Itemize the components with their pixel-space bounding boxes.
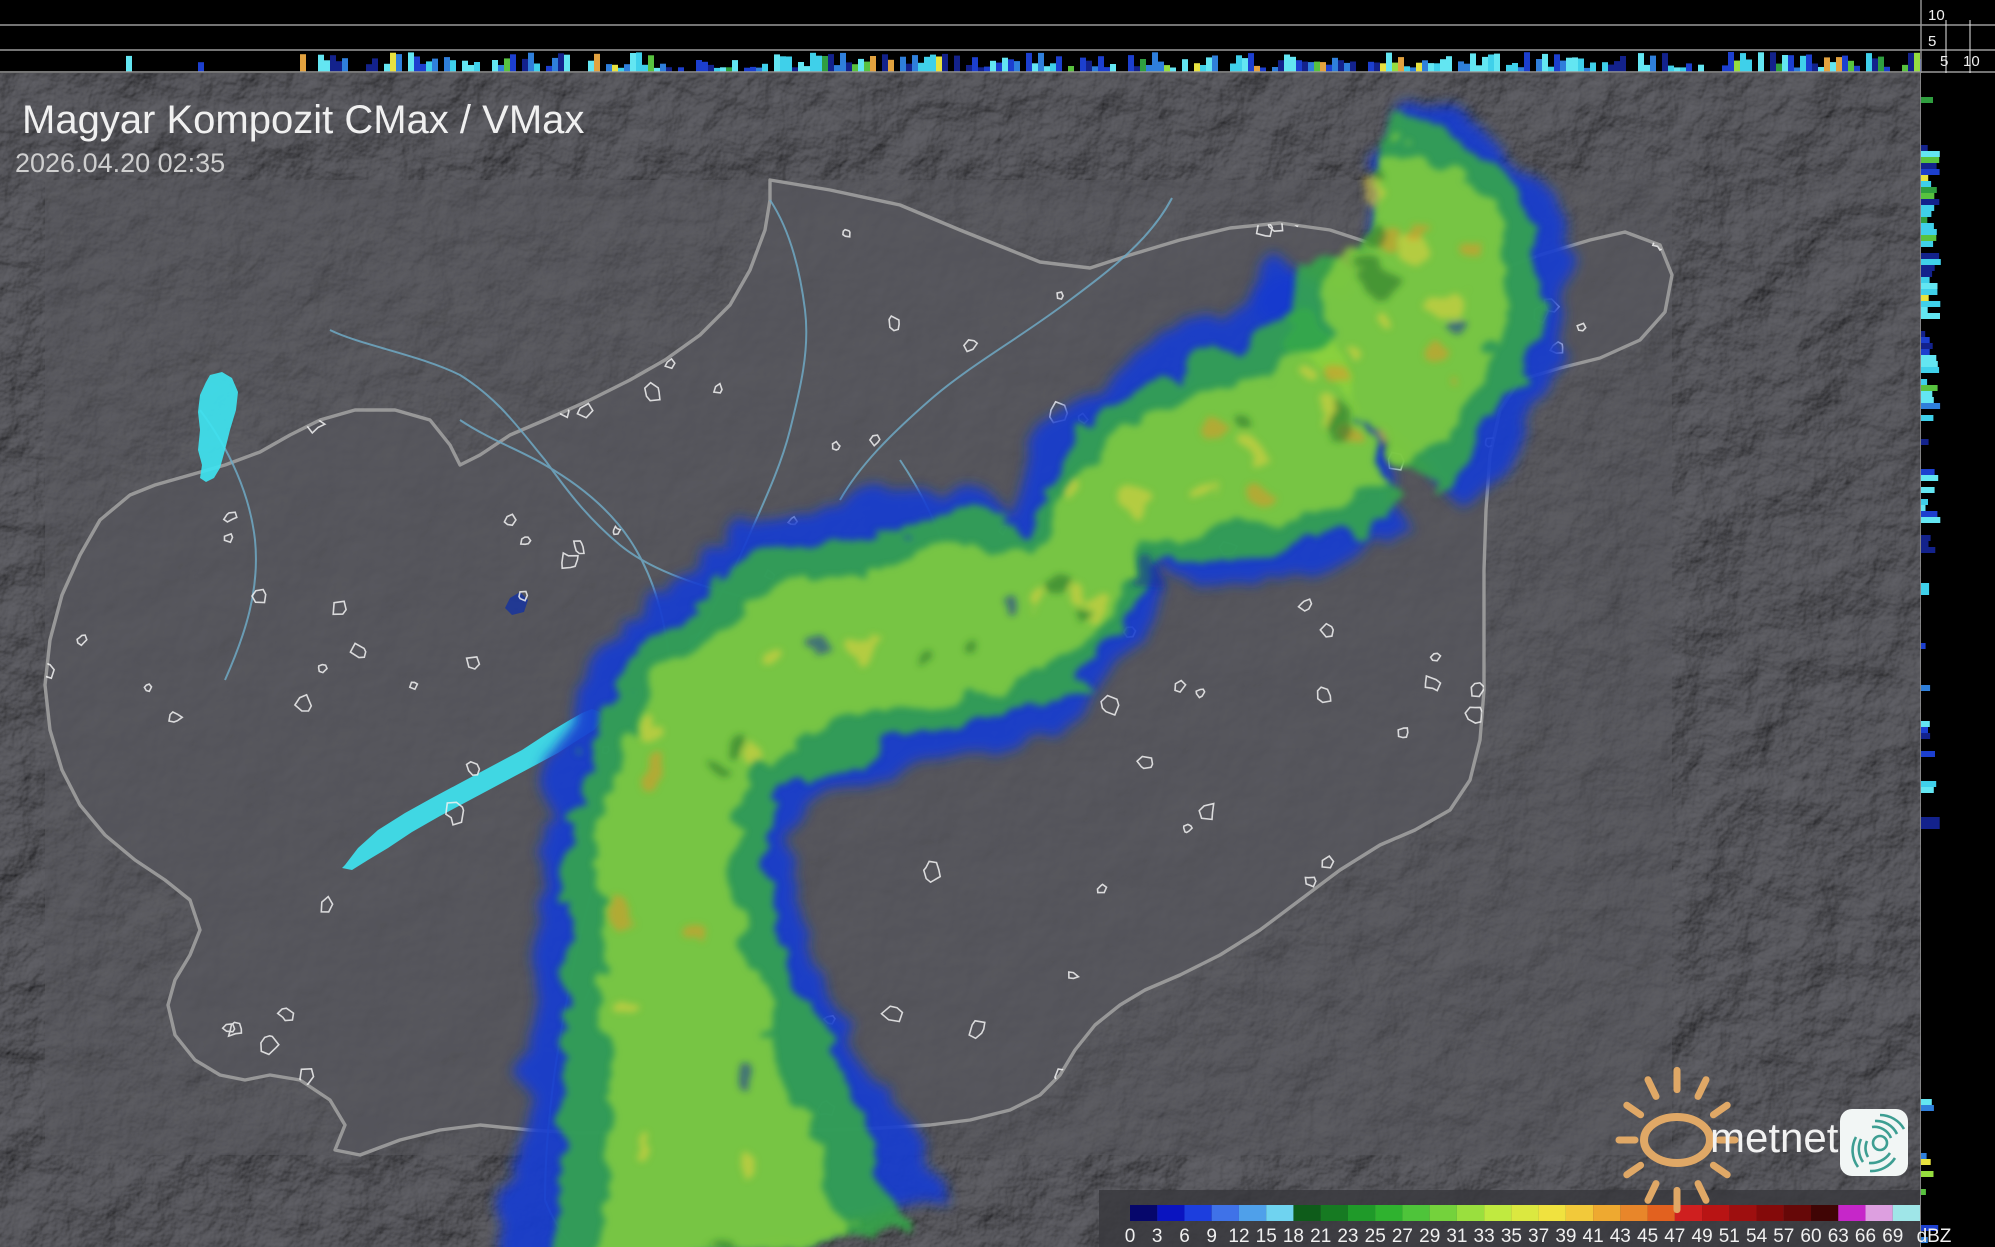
svg-text:57: 57 [1773, 1226, 1794, 1247]
svg-text:12: 12 [1228, 1226, 1249, 1247]
svg-text:54: 54 [1746, 1226, 1768, 1247]
svg-text:47: 47 [1664, 1226, 1685, 1247]
svg-text:69: 69 [1882, 1226, 1903, 1247]
svg-text:45: 45 [1637, 1226, 1658, 1247]
svg-text:3: 3 [1152, 1226, 1163, 1247]
svg-text:37: 37 [1528, 1226, 1549, 1247]
svg-text:25: 25 [1365, 1226, 1386, 1247]
svg-text:0: 0 [1125, 1226, 1136, 1247]
svg-text:51: 51 [1719, 1226, 1740, 1247]
svg-text:10: 10 [1928, 7, 1945, 24]
svg-text:66: 66 [1855, 1226, 1876, 1247]
svg-text:6: 6 [1179, 1226, 1190, 1247]
svg-text:33: 33 [1474, 1226, 1495, 1247]
svg-text:dBZ: dBZ [1917, 1226, 1952, 1247]
svg-text:metnet: metnet [1710, 1114, 1839, 1161]
svg-text:49: 49 [1692, 1226, 1713, 1247]
svg-text:5: 5 [1928, 33, 1936, 50]
svg-text:10: 10 [1963, 53, 1980, 70]
svg-text:29: 29 [1419, 1226, 1440, 1247]
svg-text:5: 5 [1940, 53, 1948, 70]
svg-text:35: 35 [1501, 1226, 1522, 1247]
svg-text:27: 27 [1392, 1226, 1413, 1247]
svg-text:39: 39 [1555, 1226, 1576, 1247]
svg-text:23: 23 [1337, 1226, 1358, 1247]
svg-text:60: 60 [1800, 1226, 1821, 1247]
svg-text:21: 21 [1310, 1226, 1331, 1247]
svg-text:31: 31 [1446, 1226, 1467, 1247]
svg-text:18: 18 [1283, 1226, 1304, 1247]
svg-text:9: 9 [1206, 1226, 1217, 1247]
svg-text:63: 63 [1828, 1226, 1849, 1247]
svg-text:15: 15 [1256, 1226, 1277, 1247]
svg-text:41: 41 [1583, 1226, 1604, 1247]
svg-text:43: 43 [1610, 1226, 1631, 1247]
